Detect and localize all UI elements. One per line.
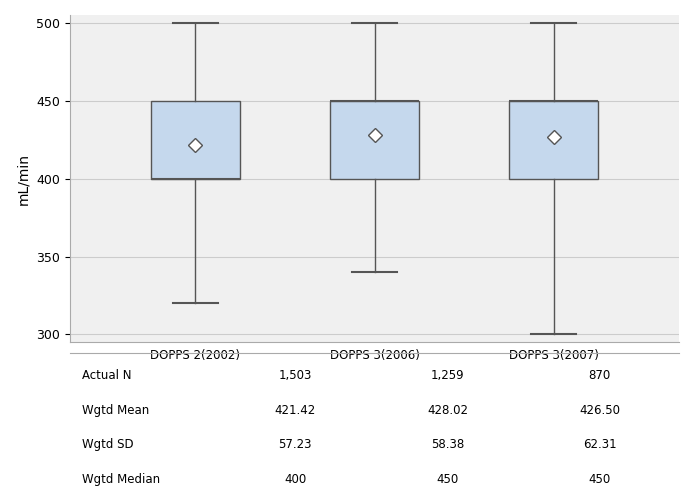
Text: 870: 870: [589, 370, 611, 382]
Text: 58.38: 58.38: [431, 438, 464, 451]
Text: 421.42: 421.42: [274, 404, 316, 417]
Text: DOPPS 3(2007): DOPPS 3(2007): [509, 349, 598, 362]
Text: DOPPS 2(2002): DOPPS 2(2002): [150, 349, 240, 362]
Text: 426.50: 426.50: [580, 404, 620, 417]
Text: 400: 400: [284, 473, 307, 486]
Text: Actual N: Actual N: [82, 370, 132, 382]
Text: Wgtd Median: Wgtd Median: [82, 473, 160, 486]
Text: 57.23: 57.23: [279, 438, 312, 451]
PathPatch shape: [330, 100, 419, 178]
PathPatch shape: [150, 100, 240, 178]
PathPatch shape: [509, 100, 598, 178]
Text: Wgtd SD: Wgtd SD: [82, 438, 134, 451]
Text: 428.02: 428.02: [427, 404, 468, 417]
Text: 62.31: 62.31: [583, 438, 617, 451]
Text: 1,259: 1,259: [430, 370, 464, 382]
Text: Wgtd Mean: Wgtd Mean: [82, 404, 149, 417]
Y-axis label: mL/min: mL/min: [17, 152, 31, 204]
Text: 450: 450: [437, 473, 459, 486]
Text: DOPPS 3(2006): DOPPS 3(2006): [330, 349, 419, 362]
Text: 1,503: 1,503: [279, 370, 312, 382]
Text: 450: 450: [589, 473, 611, 486]
